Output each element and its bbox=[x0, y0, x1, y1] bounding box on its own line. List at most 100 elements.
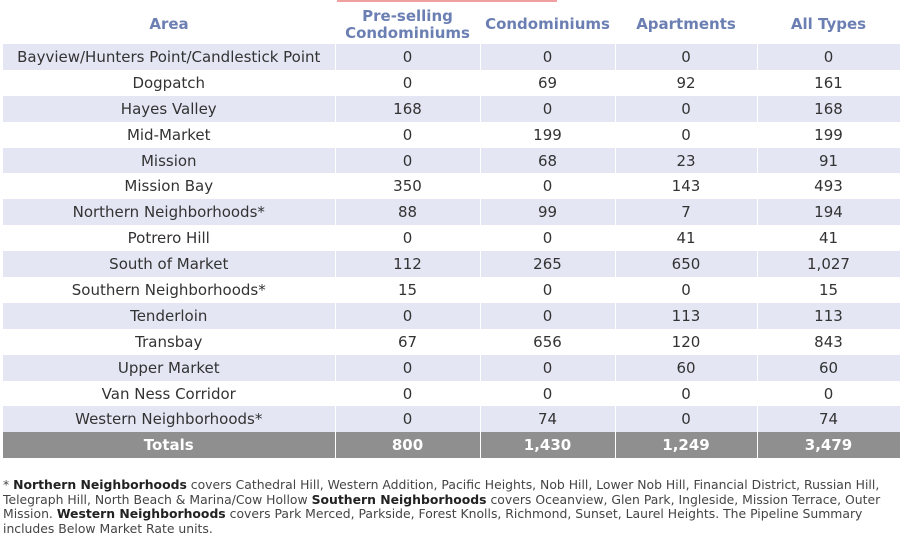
cell-apt: 0 bbox=[615, 380, 758, 407]
cell-all: 168 bbox=[757, 95, 901, 122]
cell-all: 91 bbox=[757, 147, 901, 174]
table-row: Upper Market 0 0 60 60 bbox=[3, 354, 901, 381]
table-row: Hayes Valley 168 0 0 168 bbox=[3, 95, 901, 122]
table-row: Southern Neighborhoods* 15 0 0 15 bbox=[3, 277, 901, 303]
cell-area: Van Ness Corridor bbox=[3, 380, 336, 407]
header-all-types: All Types bbox=[790, 15, 867, 33]
cell-all: 843 bbox=[757, 328, 901, 355]
table-row: Transbay 67 656 120 843 bbox=[3, 328, 901, 355]
cell-pre: 168 bbox=[335, 95, 481, 122]
cell-area: South of Market bbox=[3, 251, 336, 278]
cell-pre: 112 bbox=[335, 251, 481, 278]
cell-condo: 74 bbox=[480, 406, 616, 433]
cell-apt: 0 bbox=[615, 121, 758, 148]
footnote-northern-text: covers Cathedral Hill, Western Addition,… bbox=[3, 477, 880, 507]
table-row: Tenderloin 0 0 113 113 bbox=[3, 302, 901, 329]
cell-condo: 656 bbox=[480, 328, 616, 355]
table-row: Bayview/Hunters Point/Candlestick Point 0… bbox=[3, 44, 901, 70]
cell-condo: 199 bbox=[480, 121, 616, 148]
cell-area: Hayes Valley bbox=[3, 95, 336, 122]
cell-condo: 0 bbox=[480, 277, 616, 303]
footnote-star: * bbox=[3, 477, 14, 492]
cell-condo: 0 bbox=[480, 354, 616, 381]
cell-condo: 99 bbox=[480, 199, 616, 226]
cell-pre: 0 bbox=[335, 121, 481, 148]
footnote-southern-text: covers Oceanview, Glen Park, Ingleside, … bbox=[3, 491, 881, 521]
cell-apt: 92 bbox=[615, 69, 758, 96]
cell-pre: 0 bbox=[335, 380, 481, 407]
cell-area: Northern Neighborhoods* bbox=[3, 199, 336, 226]
cell-all: 74 bbox=[757, 406, 901, 433]
cell-all: 493 bbox=[757, 173, 901, 200]
header-pre-line1: Pre-selling bbox=[362, 6, 453, 25]
totals-cell-apt: 1,249 bbox=[615, 432, 758, 459]
cell-condo: 68 bbox=[480, 147, 616, 174]
cell-apt: 143 bbox=[615, 173, 758, 200]
cell-all: 0 bbox=[757, 380, 901, 407]
totals-cell-all: 3,479 bbox=[757, 432, 901, 459]
table-body: Bayview/Hunters Point/Candlestick Point 0… bbox=[3, 44, 901, 459]
pipeline-table: Area Pre-selling Condominiums Condominiu… bbox=[3, 5, 901, 459]
header-pre-line2: Condominiums bbox=[345, 23, 470, 42]
cell-all: 41 bbox=[757, 225, 901, 252]
cell-pre: 15 bbox=[335, 277, 481, 303]
cell-pre: 0 bbox=[335, 69, 481, 96]
cell-apt: 7 bbox=[615, 199, 758, 226]
table-row: Potrero Hill 0 0 41 41 bbox=[3, 225, 901, 252]
table-row: Van Ness Corridor 0 0 0 0 bbox=[3, 380, 901, 407]
top-accent-line bbox=[337, 0, 557, 2]
footnote: * Northern Neighborhoods covers Cathedra… bbox=[3, 477, 903, 536]
cell-all: 0 bbox=[757, 44, 901, 70]
cell-condo: 0 bbox=[480, 302, 616, 329]
table-row: Mid-Market 0 199 0 199 bbox=[3, 121, 901, 148]
cell-all: 194 bbox=[757, 199, 901, 226]
table-row: Mission Bay 350 0 143 493 bbox=[3, 173, 901, 200]
header-area: Area bbox=[149, 15, 189, 33]
table-row: Western Neighborhoods* 0 74 0 74 bbox=[3, 406, 901, 433]
cell-all: 161 bbox=[757, 69, 901, 96]
cell-apt: 650 bbox=[615, 251, 758, 278]
cell-all: 113 bbox=[757, 302, 901, 329]
footnote-western-text: covers Park Merced, Parkside, Forest Kno… bbox=[3, 506, 863, 536]
footnote-western-label: Western Neighborhoods bbox=[56, 506, 226, 521]
cell-all: 60 bbox=[757, 354, 901, 381]
cell-apt: 0 bbox=[615, 406, 758, 433]
cell-apt: 113 bbox=[615, 302, 758, 329]
cell-area: Western Neighborhoods* bbox=[3, 406, 336, 433]
cell-apt: 41 bbox=[615, 225, 758, 252]
cell-pre: 0 bbox=[335, 225, 481, 252]
cell-pre: 0 bbox=[335, 302, 481, 329]
cell-condo: 0 bbox=[480, 173, 616, 200]
header-apartments: Apartments bbox=[636, 15, 736, 33]
cell-apt: 0 bbox=[615, 44, 758, 70]
cell-area: Dogpatch bbox=[3, 69, 336, 96]
cell-area: Potrero Hill bbox=[3, 225, 336, 252]
cell-all: 15 bbox=[757, 277, 901, 303]
cell-area: Bayview/Hunters Point/Candlestick Point bbox=[3, 44, 336, 70]
cell-apt: 120 bbox=[615, 328, 758, 355]
table-row: Northern Neighborhoods* 88 99 7 194 bbox=[3, 199, 901, 226]
cell-pre: 0 bbox=[335, 406, 481, 433]
cell-all: 1,027 bbox=[757, 251, 901, 278]
cell-condo: 265 bbox=[480, 251, 616, 278]
table-row: Dogpatch 0 69 92 161 bbox=[3, 69, 901, 96]
footnote-northern-label: Northern Neighborhoods bbox=[13, 477, 187, 492]
cell-area: Transbay bbox=[3, 328, 336, 355]
cell-area: Mission bbox=[3, 147, 336, 174]
cell-pre: 0 bbox=[335, 354, 481, 381]
cell-apt: 0 bbox=[615, 95, 758, 122]
cell-area: Mid-Market bbox=[3, 121, 336, 148]
cell-condo: 0 bbox=[480, 95, 616, 122]
header-condominiums: Condominiums bbox=[485, 15, 610, 33]
cell-pre: 350 bbox=[335, 173, 481, 200]
cell-condo: 0 bbox=[480, 44, 616, 70]
table-header-row: Area Pre-selling Condominiums Condominiu… bbox=[3, 5, 900, 44]
totals-cell-condo: 1,430 bbox=[480, 432, 616, 459]
cell-area: Southern Neighborhoods* bbox=[3, 277, 336, 303]
cell-area: Upper Market bbox=[3, 354, 336, 381]
cell-area: Tenderloin bbox=[3, 302, 336, 329]
totals-cell-pre: 800 bbox=[335, 432, 481, 459]
cell-condo: 0 bbox=[480, 380, 616, 407]
table-row: Mission 0 68 23 91 bbox=[3, 147, 901, 174]
cell-condo: 69 bbox=[480, 69, 616, 96]
